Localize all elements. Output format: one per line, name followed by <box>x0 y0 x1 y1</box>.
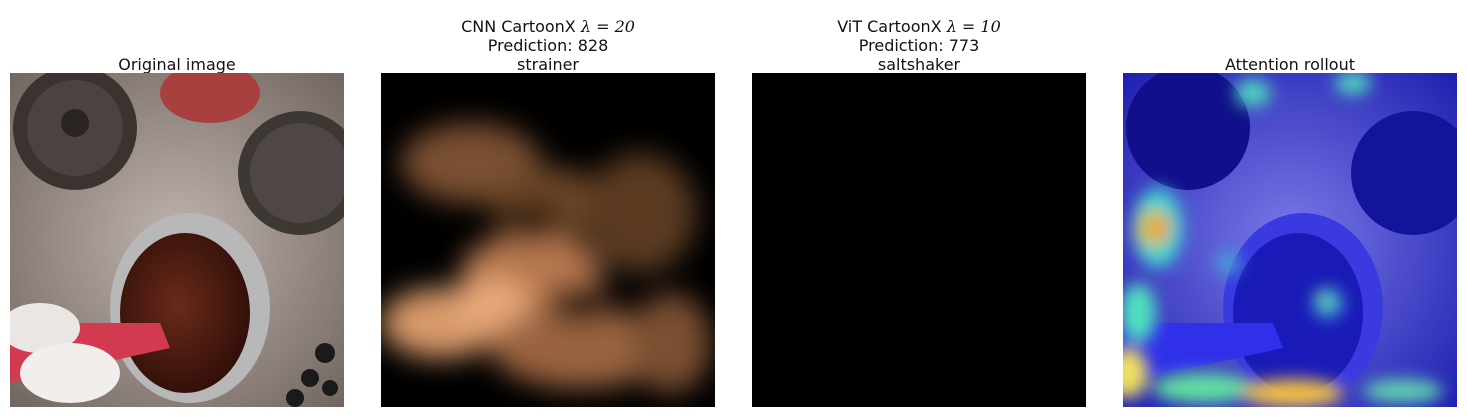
panel-cnn-cartoonx: CNN CartoonX λ = 20 Prediction: 828 stra… <box>381 0 715 417</box>
panel-vit-cartoonx: ViT CartoonX λ = 10 Prediction: 773 salt… <box>752 0 1086 417</box>
lambda-value: λ = 10 <box>946 17 1001 36</box>
panel-attention-rollout: Attention rollout <box>1123 0 1457 417</box>
cnn-explanation-map <box>381 73 715 407</box>
panel-title: Original image <box>118 55 236 74</box>
panel-original-image: Original image <box>10 0 344 417</box>
panel-title: ViT CartoonX λ = 10 Prediction: 773 salt… <box>752 17 1086 74</box>
title-prefix: CNN CartoonX <box>461 17 581 36</box>
class-label: strainer <box>517 55 579 74</box>
original-photo <box>10 73 344 407</box>
lambda-value: λ = 20 <box>580 17 635 36</box>
vit-explanation-map <box>752 73 1086 407</box>
class-label: saltshaker <box>877 55 961 74</box>
panel-title: Attention rollout <box>1224 55 1356 74</box>
attention-rollout-map <box>1123 73 1457 407</box>
panel-title: CNN CartoonX λ = 20 Prediction: 828 stra… <box>381 17 715 74</box>
prediction-label: Prediction: 773 <box>858 36 980 55</box>
prediction-label: Prediction: 828 <box>487 36 609 55</box>
title-prefix: ViT CartoonX <box>837 17 947 36</box>
